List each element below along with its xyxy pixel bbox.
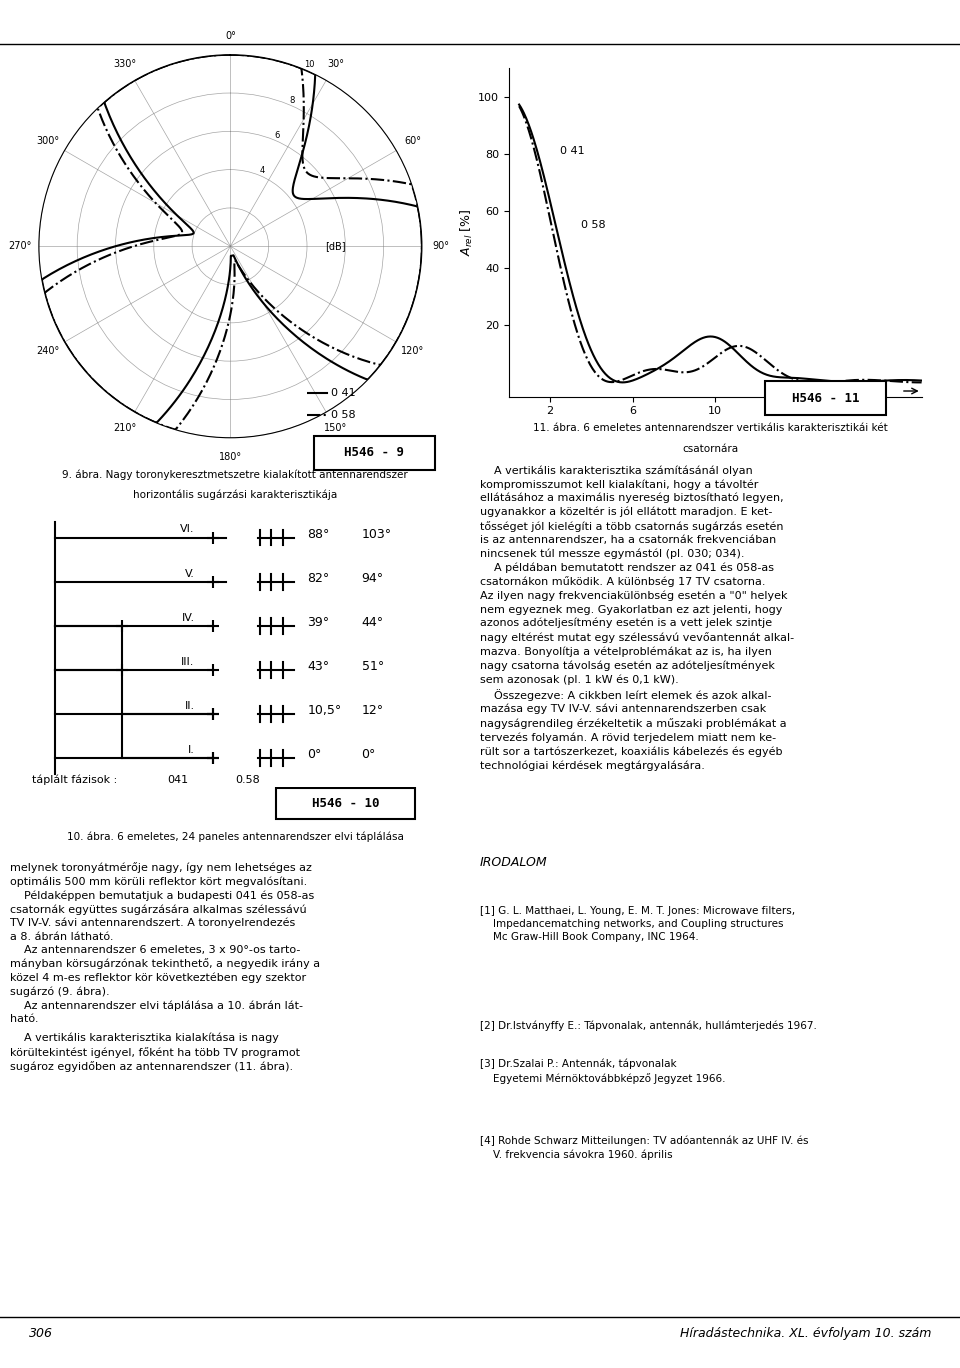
Text: horizontális sugárzási karakterisztikája: horizontális sugárzási karakterisztikája [133, 490, 337, 501]
Text: VI.: VI. [180, 524, 195, 535]
Text: [3] Dr.Szalai P.: Antennák, tápvonalak
    Egyetemi Mérnöktovábbképző Jegyzet 19: [3] Dr.Szalai P.: Antennák, tápvonalak E… [480, 1059, 726, 1083]
Text: csatornára: csatornára [683, 443, 738, 454]
Text: 39°: 39° [307, 616, 329, 629]
Text: 10,5°: 10,5° [307, 705, 342, 717]
Text: Híradástechnika. XL. évfolyam 10. szám: Híradástechnika. XL. évfolyam 10. szám [680, 1327, 931, 1341]
Y-axis label: $A_{rel}$ [%]: $A_{rel}$ [%] [459, 209, 475, 256]
Text: 0 58: 0 58 [331, 409, 356, 420]
Text: 0 41: 0 41 [561, 146, 585, 156]
FancyBboxPatch shape [276, 788, 415, 819]
Text: 12°: 12° [362, 705, 384, 717]
Text: 51°: 51° [362, 661, 384, 673]
Text: 0 58: 0 58 [581, 220, 606, 230]
Text: 9. ábra. Nagy toronykeresztmetszetre kialakított antennarendszer: 9. ábra. Nagy toronykeresztmetszetre kia… [62, 469, 408, 480]
Text: 0°: 0° [307, 748, 322, 761]
Text: 82°: 82° [307, 572, 329, 586]
Text: 103°: 103° [362, 528, 392, 540]
Text: 0 41: 0 41 [331, 387, 356, 398]
Text: III.: III. [181, 657, 195, 666]
Text: II.: II. [184, 700, 195, 711]
Text: melynek toronyátmérője nagy, így nem lehetséges az
optimális 500 mm körüli refle: melynek toronyátmérője nagy, így nem leh… [10, 862, 320, 1025]
Text: 041: 041 [167, 774, 189, 785]
Text: 306: 306 [29, 1327, 53, 1341]
Text: A vertikális karakterisztika kialakítása is nagy
körültekintést igényel, főként : A vertikális karakterisztika kialakítása… [10, 1033, 300, 1073]
Text: H546 - 11: H546 - 11 [792, 391, 859, 405]
Text: [4] Rohde Schwarz Mitteilungen: TV adóantennák az UHF IV. és
    V. frekvencia s: [4] Rohde Schwarz Mitteilungen: TV adóan… [480, 1135, 808, 1160]
Text: A vertikális karakterisztika számításánál olyan
kompromisszumot kell kialakítani: A vertikális karakterisztika számításáná… [480, 465, 794, 770]
Text: 94°: 94° [362, 572, 384, 586]
Text: 43°: 43° [307, 661, 329, 673]
Text: [1] G. L. Matthaei, L. Young, E. M. T. Jones: Microwave filters,
    Impedancema: [1] G. L. Matthaei, L. Young, E. M. T. J… [480, 906, 795, 943]
Text: 44°: 44° [362, 616, 384, 629]
Text: táplált fázisok :: táplált fázisok : [32, 774, 117, 785]
Text: 88°: 88° [307, 528, 330, 540]
Text: I.: I. [188, 744, 195, 755]
Text: IRODALOM: IRODALOM [480, 856, 547, 869]
Text: [dB]: [dB] [325, 241, 346, 252]
Text: 10. ábra. 6 emeletes, 24 paneles antennarendszer elvi táplálása: 10. ábra. 6 emeletes, 24 paneles antenna… [67, 832, 403, 843]
Text: [2] Dr.Istványffy E.: Tápvonalak, antennák, hullámterjedés 1967.: [2] Dr.Istványffy E.: Tápvonalak, antenn… [480, 1021, 817, 1031]
Text: 0°: 0° [362, 748, 376, 761]
Text: H546 - 9: H546 - 9 [345, 446, 404, 460]
Text: IV.: IV. [181, 613, 195, 622]
Text: V.: V. [184, 569, 195, 579]
FancyBboxPatch shape [314, 435, 435, 471]
Text: H546 - 10: H546 - 10 [312, 798, 379, 810]
Text: 11. ábra. 6 emeletes antennarendszer vertikális karakterisztikái két: 11. ábra. 6 emeletes antennarendszer ver… [533, 423, 888, 434]
FancyBboxPatch shape [765, 380, 886, 416]
Text: 0.58: 0.58 [235, 774, 260, 785]
